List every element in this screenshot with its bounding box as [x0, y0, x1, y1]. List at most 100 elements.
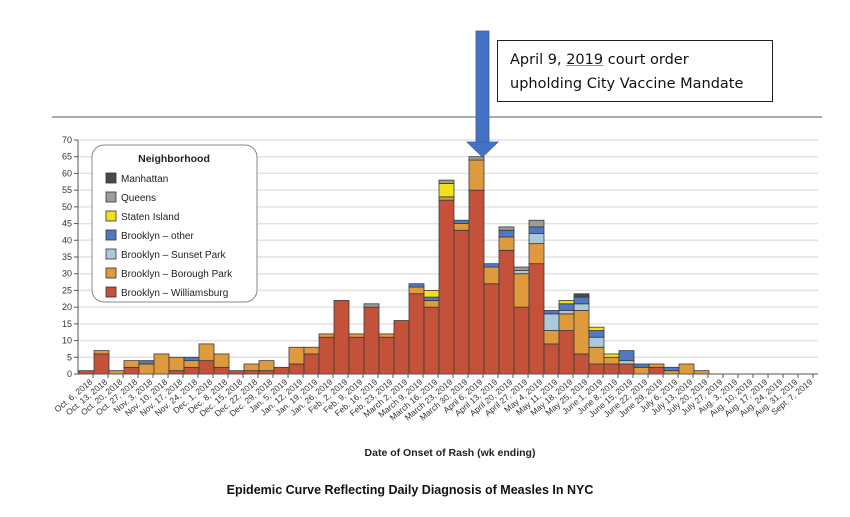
bar-segment	[108, 370, 125, 375]
arrow-icon	[466, 30, 499, 158]
bar-segment	[483, 266, 500, 285]
bar-segment	[573, 296, 590, 305]
bar-segment	[543, 310, 560, 315]
bar-segment	[273, 366, 290, 375]
bar-segment	[498, 236, 515, 251]
bar-segment	[168, 356, 185, 372]
bar-segment	[438, 179, 455, 184]
bar-segment	[348, 333, 365, 338]
bar-segment	[588, 346, 605, 365]
bar-segment	[633, 366, 650, 375]
bar-segment	[603, 363, 620, 375]
bar-segment	[528, 243, 545, 265]
bar-segment	[618, 350, 635, 362]
bar-segment	[558, 310, 575, 315]
bar-segment	[78, 370, 95, 375]
bar-segment	[633, 363, 650, 368]
y-tick-label: 70	[62, 135, 72, 145]
bar-segment	[558, 313, 575, 331]
legend: Neighborhood Manhattan Queens Staten Islan…	[91, 144, 258, 303]
y-tick-label: 5	[67, 352, 72, 362]
legend-label: Staten Island	[121, 212, 179, 223]
bar-segment	[588, 363, 605, 375]
bar-segment	[183, 360, 200, 368]
bar-segment	[603, 356, 620, 365]
bar-segment	[378, 336, 395, 375]
bar-segment	[588, 326, 605, 331]
bar-segment	[333, 300, 350, 375]
annotation-prefix: April 9,	[510, 52, 567, 68]
legend-swatch	[105, 191, 117, 203]
bar-segment	[543, 343, 560, 375]
y-tick-label: 65	[62, 152, 72, 162]
bar-segment	[138, 360, 155, 365]
bar-segment	[213, 353, 230, 368]
bar-segment	[573, 303, 590, 311]
bar-segment	[498, 226, 515, 231]
y-tick-label: 25	[62, 285, 72, 295]
bar-segment	[618, 363, 635, 375]
bar-segment	[693, 370, 710, 375]
bar-segment	[528, 233, 545, 245]
bar-segment	[528, 263, 545, 375]
arrow-shaft	[475, 30, 490, 144]
bar-segment	[123, 360, 140, 368]
bar-segment	[423, 296, 440, 301]
annotation-box: April 9, 2019 court order upholding City…	[497, 40, 773, 102]
bar-segment	[213, 366, 230, 375]
y-tick-label: 15	[62, 319, 72, 329]
bar-segment	[363, 306, 380, 375]
legend-label: Manhattan	[121, 174, 168, 185]
bar-segment	[408, 286, 425, 295]
bar-segment	[543, 330, 560, 345]
bar-segment	[558, 303, 575, 311]
y-tick-label: 30	[62, 269, 72, 279]
arrow-head	[466, 141, 499, 158]
legend-label: Brooklyn – Williamsburg	[121, 288, 228, 299]
legend-swatch	[105, 267, 117, 279]
legend-title: Neighborhood	[138, 153, 210, 165]
bar-segment	[153, 353, 170, 375]
bar-segment	[288, 363, 305, 375]
bar-segment	[528, 219, 545, 228]
bar-segment	[198, 360, 215, 375]
bar-segment	[243, 363, 260, 372]
y-tick-label: 35	[62, 252, 72, 262]
bar-segment	[678, 363, 695, 375]
bar-segment	[573, 310, 590, 355]
bar-segment	[468, 159, 485, 191]
bar-segment	[423, 300, 440, 308]
legend-swatch	[105, 172, 117, 184]
bar-segment	[558, 330, 575, 375]
bar-segment	[453, 229, 470, 375]
bar-segment	[498, 249, 515, 375]
bar-segment	[483, 263, 500, 268]
bar-segment	[453, 223, 470, 231]
bar-segment	[513, 269, 530, 275]
bar-segment	[93, 353, 110, 375]
bar-segment	[393, 320, 410, 375]
y-tick-label: 40	[62, 235, 72, 245]
bar-segment	[258, 370, 275, 375]
y-tick-label: 0	[67, 369, 72, 379]
bar-segment	[123, 366, 140, 375]
bar-segment	[408, 293, 425, 375]
bar-segment	[663, 370, 680, 375]
bar-segment	[93, 350, 110, 355]
bar-segment	[498, 229, 515, 238]
bar-segment	[513, 306, 530, 375]
bar-segment	[483, 283, 500, 375]
legend-box	[91, 144, 258, 303]
bar-segment	[513, 273, 530, 308]
legend-swatch	[105, 229, 117, 241]
bar-segment	[438, 196, 455, 201]
bar-segment	[588, 336, 605, 348]
bar-segment	[423, 306, 440, 375]
bar-segment	[138, 363, 155, 375]
bar-segment	[318, 336, 335, 375]
legend-label: Queens	[121, 193, 156, 204]
bar-segment	[258, 360, 275, 372]
chart-caption: Epidemic Curve Reflecting Daily Diagnosi…	[226, 483, 594, 497]
x-axis-label: Date of Onset of Rash (wk ending)	[365, 447, 536, 459]
